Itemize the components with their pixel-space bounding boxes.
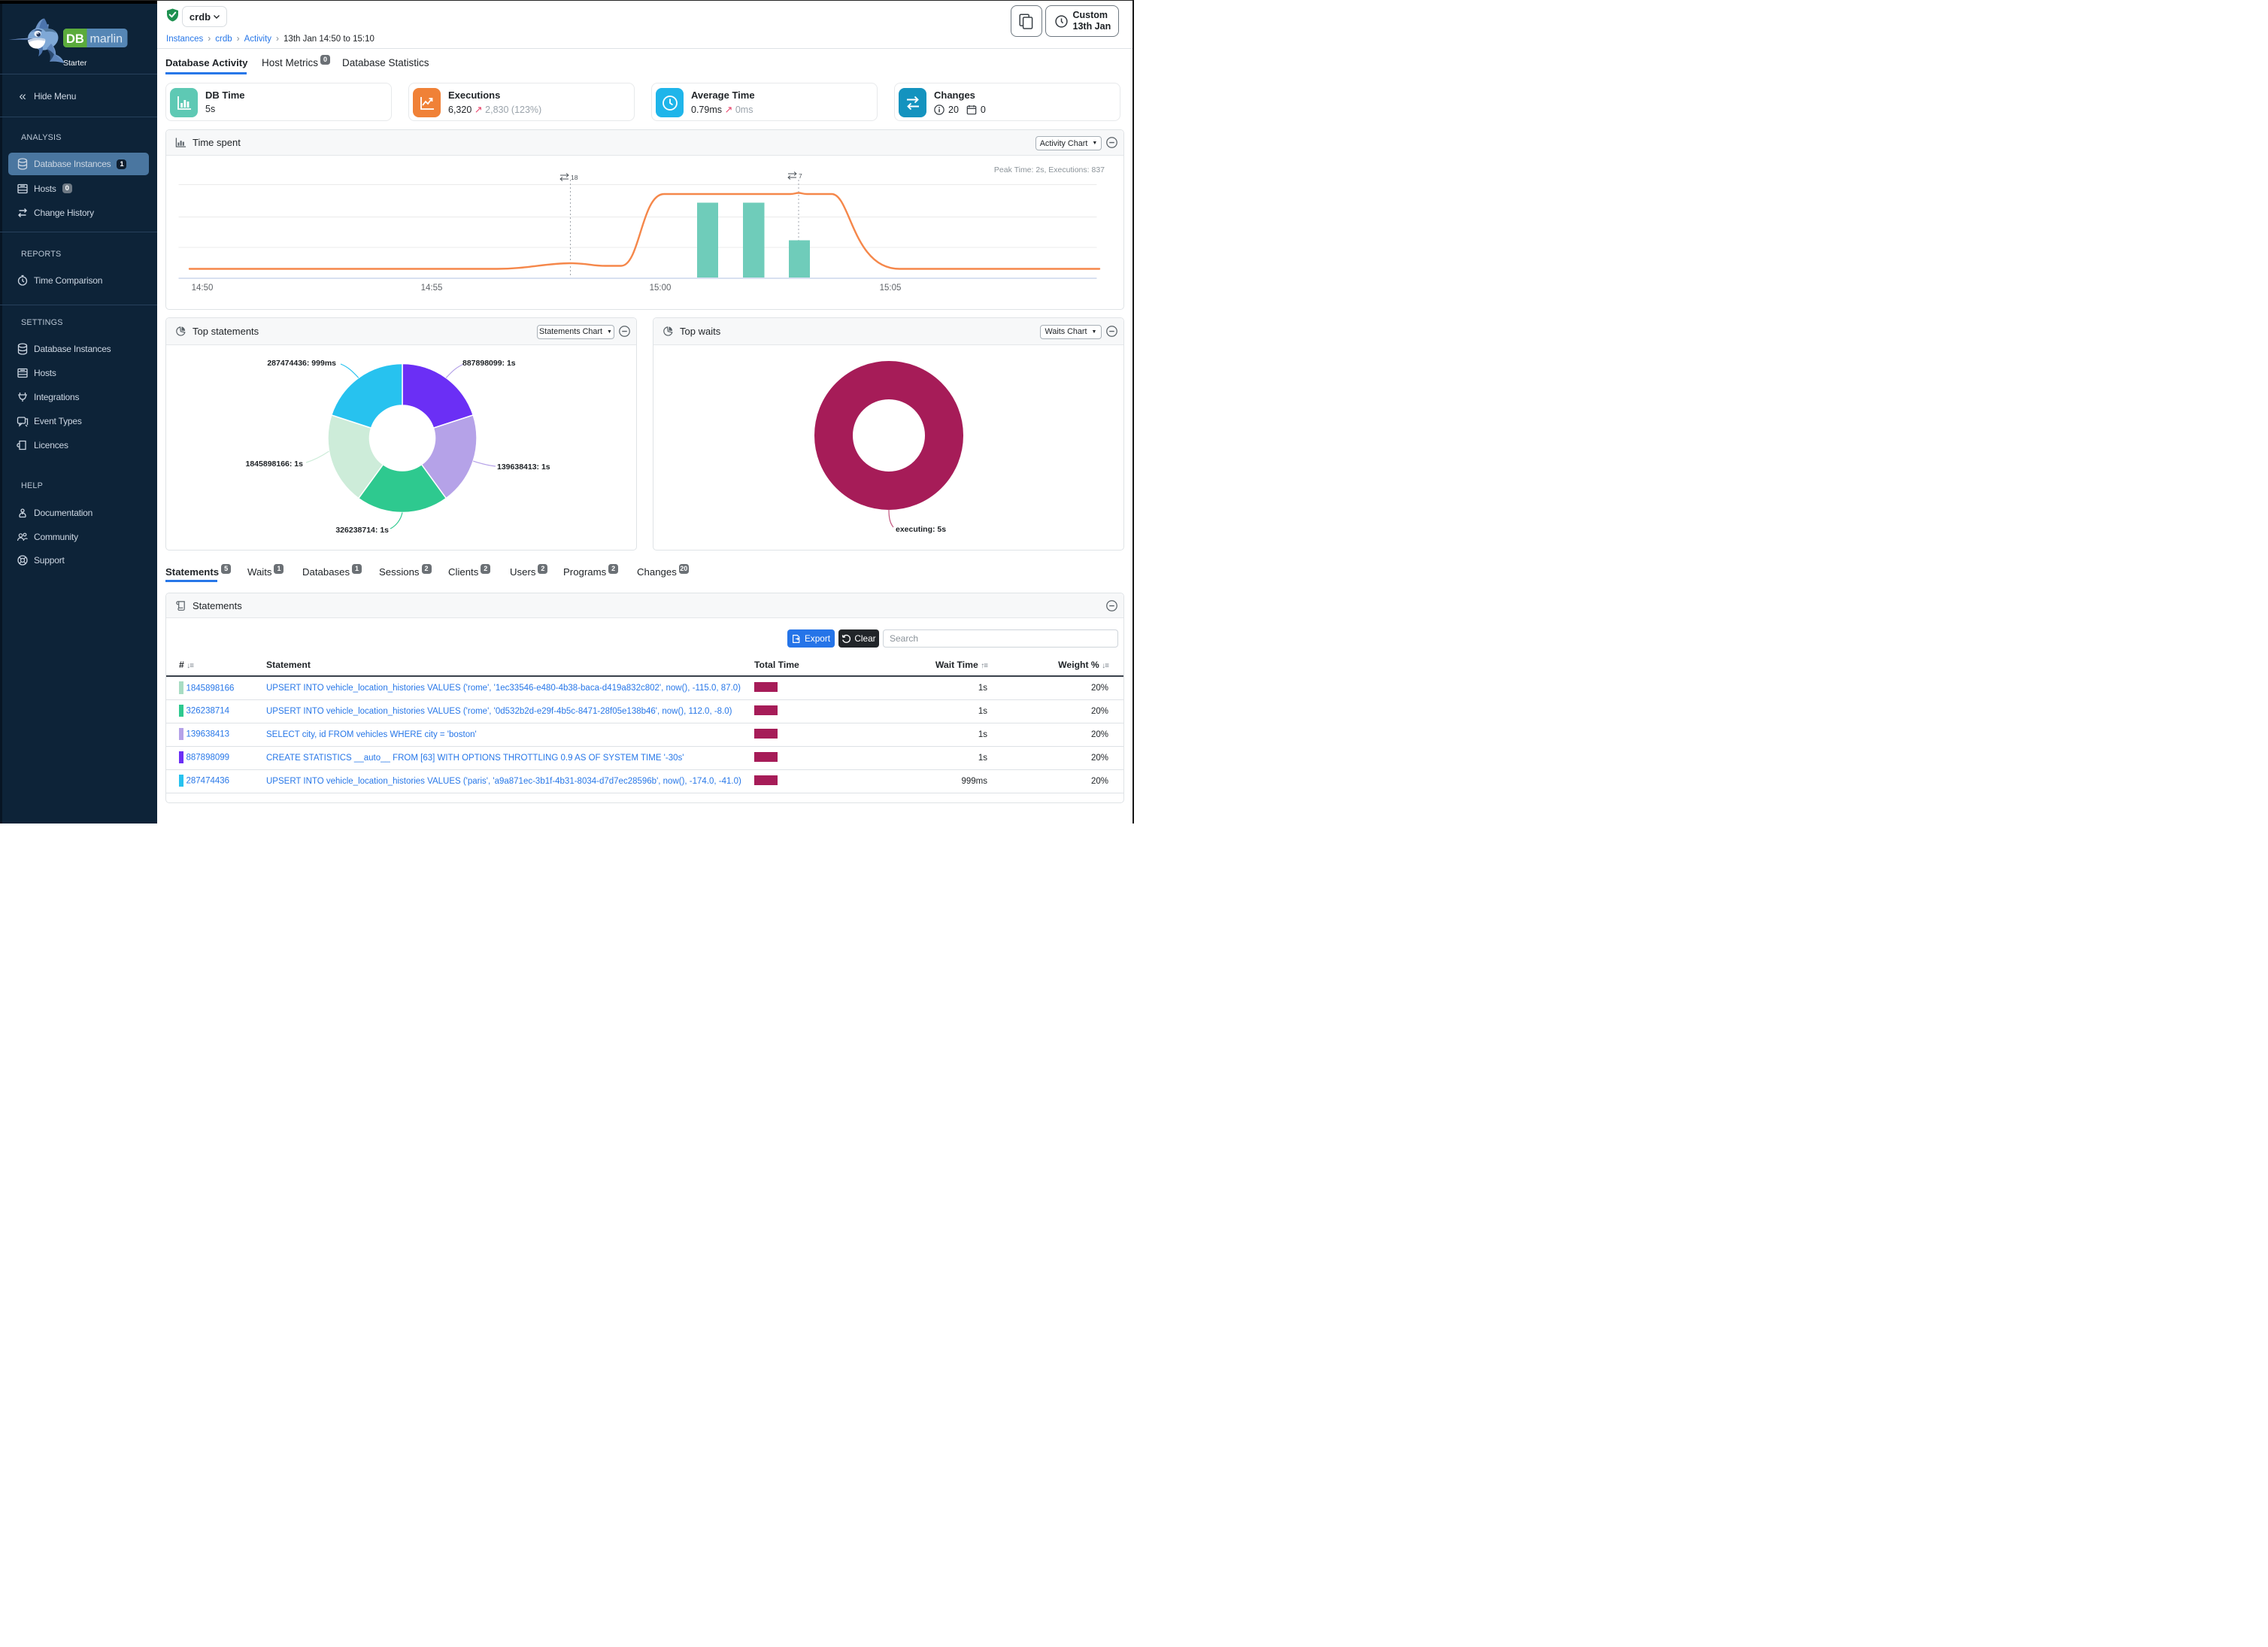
svg-text:139638413: 1s: 139638413: 1s xyxy=(497,463,550,472)
svg-text:DB: DB xyxy=(66,32,84,46)
svg-text:Peak Time: 2s, Executions: 837: Peak Time: 2s, Executions: 837 xyxy=(994,165,1105,174)
svg-text:executing: 5s: executing: 5s xyxy=(896,525,946,534)
svg-text:14:50: 14:50 xyxy=(192,284,214,293)
svg-text:1845898166: 1s: 1845898166: 1s xyxy=(246,460,304,469)
svg-text:326238714: 1s: 326238714: 1s xyxy=(335,526,389,535)
svg-text:7: 7 xyxy=(799,172,802,180)
svg-text:15:05: 15:05 xyxy=(880,284,902,293)
svg-text:287474436: 999ms: 287474436: 999ms xyxy=(267,359,336,368)
svg-text:15:00: 15:00 xyxy=(650,284,672,293)
svg-text:Starter: Starter xyxy=(63,59,87,68)
svg-text:887898099: 1s: 887898099: 1s xyxy=(462,359,516,368)
svg-text:marlin: marlin xyxy=(90,32,123,45)
svg-text:14:55: 14:55 xyxy=(421,284,443,293)
svg-text:18: 18 xyxy=(571,174,578,181)
